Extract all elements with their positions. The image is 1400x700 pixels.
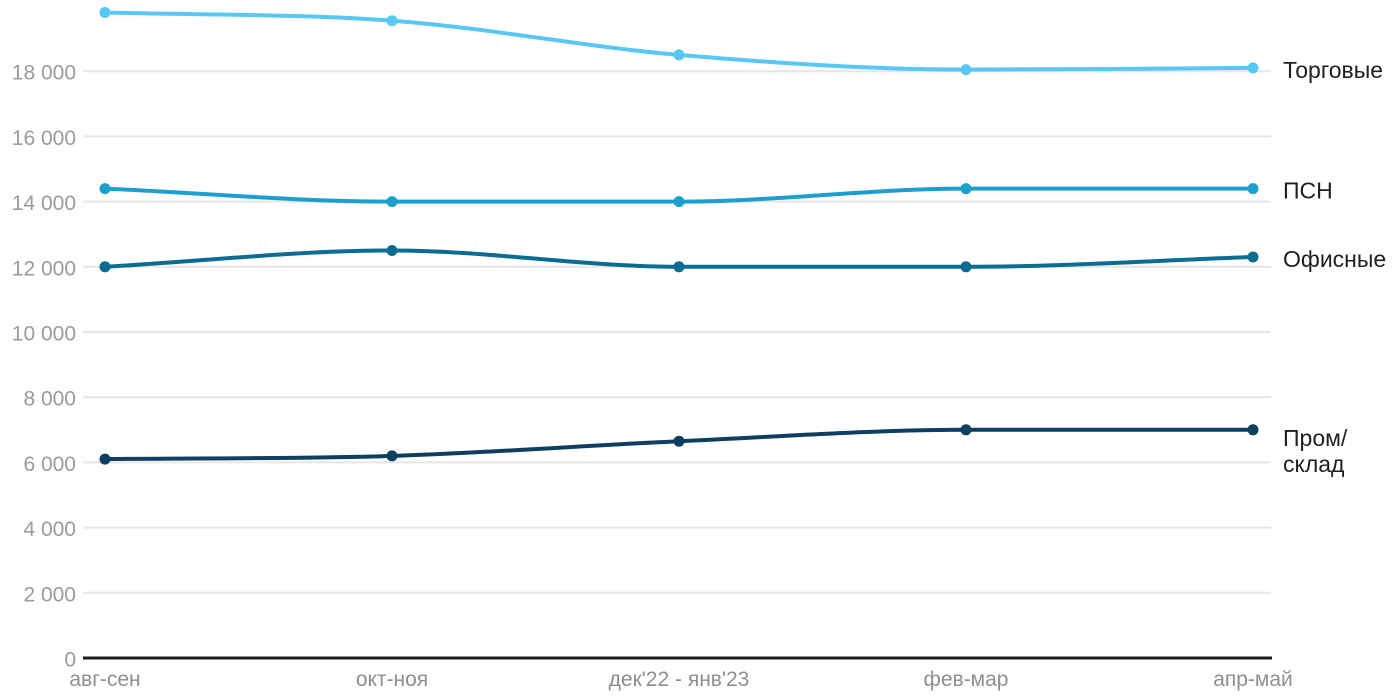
data-point-torgovye-4[interactable] — [1247, 62, 1259, 74]
data-point-ofisnye-0[interactable] — [99, 261, 111, 273]
data-point-psn-4[interactable] — [1247, 183, 1259, 195]
data-point-prom-sklad-3[interactable] — [960, 424, 972, 436]
y-axis-tick-label: 14 000 — [12, 192, 76, 215]
y-axis-tick-label: 18 000 — [12, 62, 76, 85]
data-point-torgovye-2[interactable] — [673, 49, 685, 61]
y-axis-tick-label: 16 000 — [12, 127, 76, 150]
y-axis-tick-label: 6 000 — [23, 453, 76, 476]
data-point-torgovye-1[interactable] — [386, 15, 398, 27]
y-axis-tick-label: 8 000 — [23, 388, 76, 411]
data-point-psn-0[interactable] — [99, 183, 111, 195]
x-axis-category-label: фев-мар — [924, 668, 1009, 691]
data-point-ofisnye-1[interactable] — [386, 245, 398, 256]
data-point-prom-sklad-0[interactable] — [99, 453, 111, 465]
y-axis-tick-label: 4 000 — [23, 518, 76, 541]
series-label-torgovye: Торговые — [1283, 57, 1383, 83]
x-axis-category-label: авг-сен — [69, 668, 140, 691]
data-point-ofisnye-4[interactable] — [1247, 251, 1259, 263]
data-point-ofisnye-3[interactable] — [960, 261, 972, 273]
y-axis-tick-label: 0 — [64, 649, 76, 672]
x-axis-category-label: апр-май — [1213, 668, 1293, 691]
data-point-prom-sklad-2[interactable] — [673, 435, 685, 447]
x-axis-category-label: дек'22 - янв'23 — [609, 668, 750, 691]
series-line-torgovye — [103, 10, 1255, 72]
data-point-psn-2[interactable] — [673, 196, 685, 208]
data-point-psn-3[interactable] — [960, 183, 972, 195]
data-point-prom-sklad-1[interactable] — [386, 450, 398, 462]
data-point-torgovye-3[interactable] — [960, 64, 972, 76]
data-point-psn-1[interactable] — [386, 196, 398, 208]
series-label-prom-sklad: Пром/склад — [1283, 425, 1348, 477]
data-point-prom-sklad-4[interactable] — [1247, 424, 1259, 436]
y-axis-tick-label: 2 000 — [23, 583, 76, 606]
x-axis-category-label: окт-ноя — [356, 668, 428, 691]
series-label-ofisnye: Офисные — [1283, 246, 1386, 272]
data-point-ofisnye-2[interactable] — [673, 261, 685, 273]
y-axis-tick-label: 10 000 — [12, 323, 76, 346]
y-axis-tick-label: 12 000 — [12, 257, 76, 280]
data-point-torgovye-0[interactable] — [99, 7, 111, 18]
series-label-psn: ПСН — [1283, 178, 1333, 204]
